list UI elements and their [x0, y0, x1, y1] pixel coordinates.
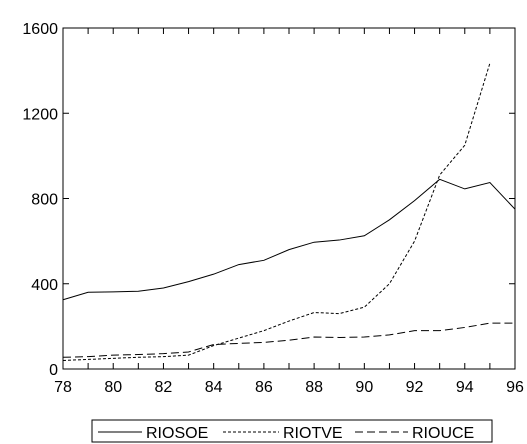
- data-point-riouce: [263, 341, 265, 343]
- x-tick-label: 80: [104, 379, 122, 396]
- y-tick-label: 400: [31, 277, 58, 294]
- series-line-riotve: [62, 63, 491, 361]
- series-line-riouce: [62, 322, 515, 358]
- x-tick-label: 88: [305, 379, 323, 396]
- legend: RIOSOE RIOTVE RIOUCE: [91, 419, 493, 443]
- y-tick-label: 0: [49, 362, 58, 379]
- x-tick-label: 92: [406, 379, 424, 396]
- series-lines: [62, 63, 516, 361]
- x-tick-label: 82: [155, 379, 173, 396]
- data-point-riouce: [489, 322, 491, 324]
- x-tick-label: 78: [54, 379, 72, 396]
- axes: 0 400 800 1200 1600 78 80 82 84 86 88 90 92 94 96: [22, 21, 524, 396]
- legend-label-riotve: RIOTVE: [283, 425, 343, 442]
- legend-box: [91, 419, 493, 443]
- y-tick-label: 1600: [22, 21, 58, 38]
- data-point-riouce: [238, 342, 240, 344]
- y-tick-label: 800: [31, 192, 58, 209]
- series-line-riosoe: [62, 178, 516, 301]
- y-tick-label: 1200: [22, 106, 58, 123]
- legend-label-riouce: RIOUCE: [412, 425, 474, 442]
- x-tick-label: 94: [456, 379, 474, 396]
- x-tick-label: 90: [355, 379, 373, 396]
- plot-frame: [62, 27, 516, 370]
- x-tick-label: 84: [205, 379, 223, 396]
- x-tick-label: 96: [506, 379, 524, 396]
- x-tick-label: 86: [255, 379, 273, 396]
- legend-label-riosoe: RIOSOE: [146, 425, 208, 442]
